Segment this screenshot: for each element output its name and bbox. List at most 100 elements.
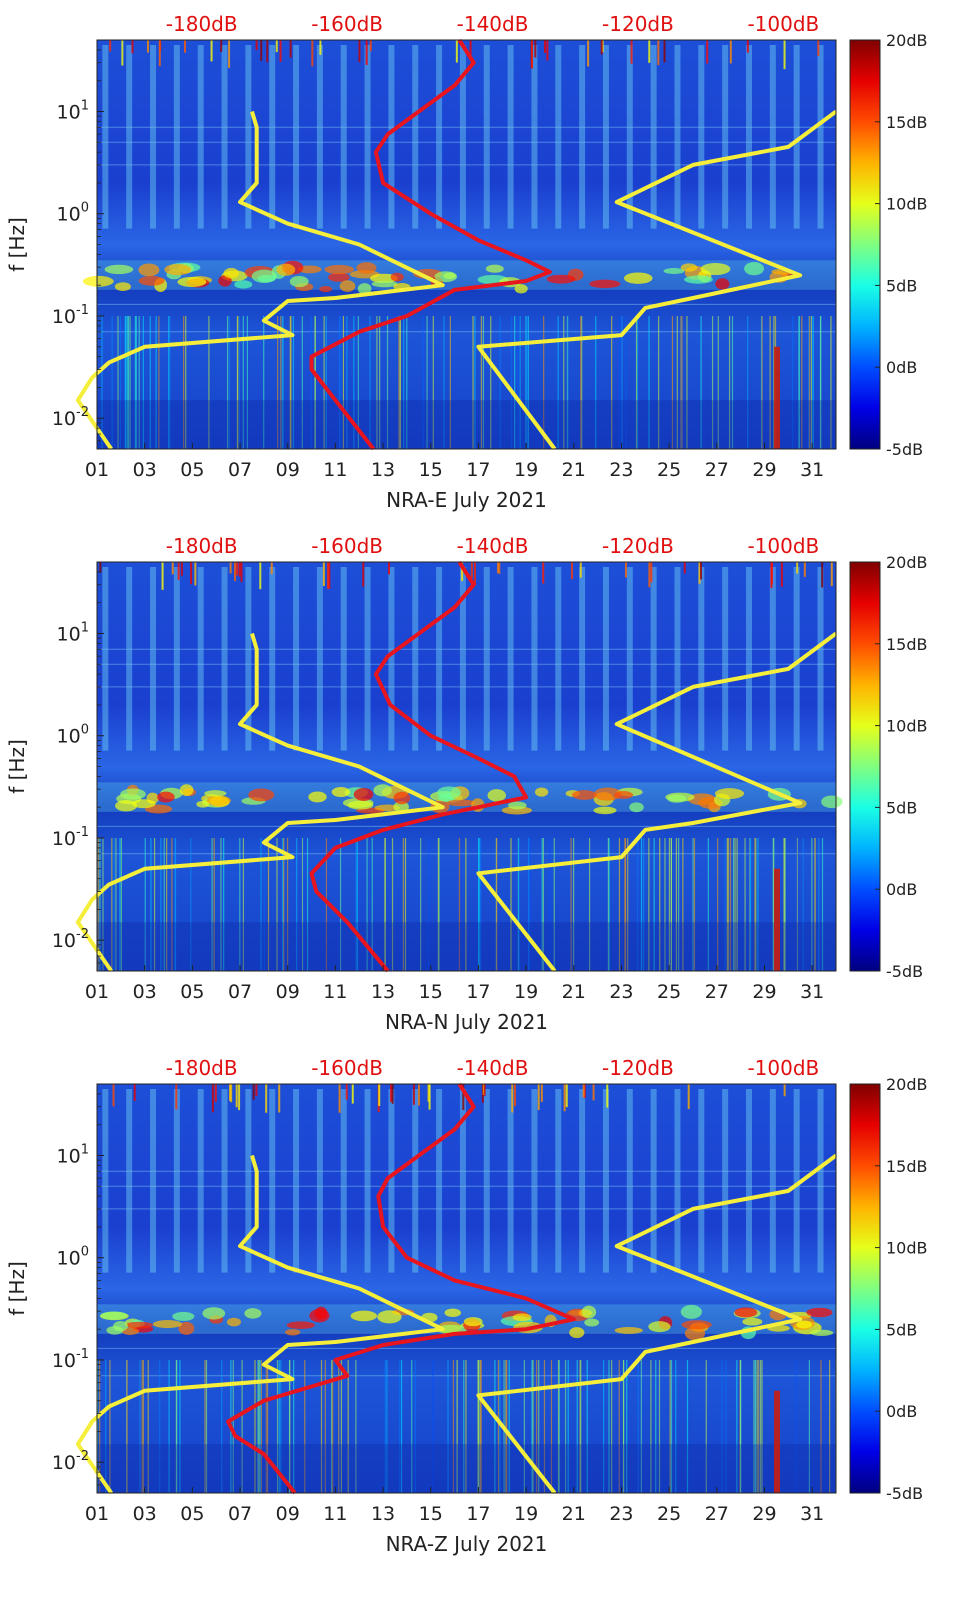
y-tick-label: 101 [57,620,89,645]
x-tick-label: 15 [419,1503,443,1525]
y-axis-title: f [Hz] [5,1261,29,1316]
y-tick-label: 101 [57,1142,89,1167]
colorbar-tick-label: 20dB [886,31,928,50]
x-tick-label: 19 [514,459,538,481]
spectrogram-panel-nra-z: 01 03 05 07 09 11 13 15 17 19 21 23 25 27 29 31 101 100 10… [0,1044,962,1577]
x-axis-title: NRA-N July 2021 [385,1010,548,1034]
y-axis-title: f [Hz] [5,739,29,794]
y-tick-label: 10-1 [52,303,89,328]
x-tick-label: 25 [657,981,681,1003]
x-tick-label: 13 [371,981,395,1003]
x-tick-label: 03 [133,459,157,481]
spectrogram-svg: 01 03 05 07 09 11 13 15 17 19 21 23 25 27 29 31 101 100 10… [5,12,928,512]
x-tick-label: 21 [562,459,586,481]
x-tick-label: 07 [228,981,252,1003]
x-tick-label: 17 [466,459,490,481]
x-tick-label: 01 [85,1503,109,1525]
top-db-axis-label: -160dB [311,534,383,558]
colorbar-tick-label: 20dB [886,1075,928,1094]
colorbar-tick-label: -5dB [886,962,923,981]
x-tick-label: 15 [419,981,443,1003]
x-axis-title: NRA-E July 2021 [386,488,547,512]
top-db-axis-label: -120dB [602,12,674,36]
y-tick-label: 100 [57,1245,89,1270]
y-tick-label: 10-2 [52,1449,89,1474]
x-tick-label: 07 [228,1503,252,1525]
y-tick-label: 10-2 [52,405,89,430]
x-tick-label: 29 [752,459,776,481]
x-tick-label: 11 [323,981,347,1003]
x-tick-label: 23 [609,981,633,1003]
x-tick-label: 31 [800,459,824,481]
yellow-model-curve-high [476,631,838,973]
colorbar-tick-label: 10dB [886,1239,928,1258]
x-tick-label: 27 [705,981,729,1003]
spectrogram-svg: 01 03 05 07 09 11 13 15 17 19 21 23 25 27 29 31 101 100 10… [5,534,928,1034]
colorbar-tick-label: 15dB [886,635,928,654]
x-tick-label: 27 [705,459,729,481]
colorbar-tick-label: 15dB [886,113,928,132]
top-db-axis-label: -140dB [457,534,529,558]
top-db-axis-label: -100dB [747,12,819,36]
red-median-psd-curve [226,1082,576,1495]
spectrogram-panel-nra-n: 01 03 05 07 09 11 13 15 17 19 21 23 25 27 29 31 101 100 10… [0,522,962,1055]
spectrogram-texture [97,562,843,971]
x-tick-label: 15 [419,459,443,481]
top-db-axis-label: -140dB [457,12,529,36]
spectrogram-texture [96,1084,837,1493]
colorbar-tick-label: -5dB [886,1484,923,1503]
x-tick-label: 25 [657,459,681,481]
red-median-psd-curve [309,560,529,973]
colorbar-tick-label: 5dB [886,276,917,295]
x-tick-label: 01 [85,459,109,481]
top-db-axis-label: -120dB [602,534,674,558]
top-db-axis-label: -100dB [747,1056,819,1080]
top-db-axis-label: -180dB [166,12,238,36]
colorbar-tick-label: 0dB [886,358,917,377]
colorbar-tick-label: 0dB [886,1402,917,1421]
x-tick-label: 09 [276,459,300,481]
x-tick-label: 19 [514,981,538,1003]
x-tick-label: 09 [276,981,300,1003]
y-tick-label: 10-1 [52,825,89,850]
spectrogram-panel-nra-e: 01 03 05 07 09 11 13 15 17 19 21 23 25 27 29 31 101 100 10… [0,0,962,533]
top-db-axis-label: -100dB [747,534,819,558]
x-tick-label: 17 [466,1503,490,1525]
top-db-axis-label: -140dB [457,1056,529,1080]
x-tick-label: 09 [276,1503,300,1525]
x-tick-label: 17 [466,981,490,1003]
x-tick-label: 03 [133,981,157,1003]
x-tick-label: 27 [705,1503,729,1525]
x-tick-label: 19 [514,1503,538,1525]
y-tick-label: 100 [57,201,89,226]
x-tick-label: 05 [180,981,204,1003]
spectrogram-texture [82,40,836,449]
colorbar-tick-label: 20dB [886,553,928,572]
x-tick-label: 21 [562,1503,586,1525]
colorbar-tick-label: 10dB [886,195,928,214]
x-tick-label: 21 [562,981,586,1003]
colorbar-tick-label: -5dB [886,440,923,459]
x-tick-label: 13 [371,459,395,481]
top-db-axis-label: -120dB [602,1056,674,1080]
top-db-axis-label: -160dB [311,1056,383,1080]
x-tick-label: 23 [609,459,633,481]
y-axis-title: f [Hz] [5,217,29,272]
x-axis-title: NRA-Z July 2021 [386,1532,548,1556]
x-tick-label: 31 [800,981,824,1003]
x-tick-label: 11 [323,459,347,481]
top-db-axis-label: -180dB [166,534,238,558]
y-tick-label: 10-1 [52,1347,89,1372]
spectrogram-svg: 01 03 05 07 09 11 13 15 17 19 21 23 25 27 29 31 101 100 10… [5,1056,928,1556]
yellow-model-curve-low [75,1154,445,1495]
x-tick-label: 03 [133,1503,157,1525]
colorbar-tick-label: 5dB [886,798,917,817]
yellow-model-curve-high [476,1153,838,1495]
colorbar [849,561,881,972]
yellow-model-curve-low [75,110,445,451]
top-db-axis-label: -160dB [311,12,383,36]
top-db-axis-label: -180dB [166,1056,238,1080]
y-tick-label: 100 [57,723,89,748]
x-tick-label: 11 [323,1503,347,1525]
x-tick-label: 01 [85,981,109,1003]
